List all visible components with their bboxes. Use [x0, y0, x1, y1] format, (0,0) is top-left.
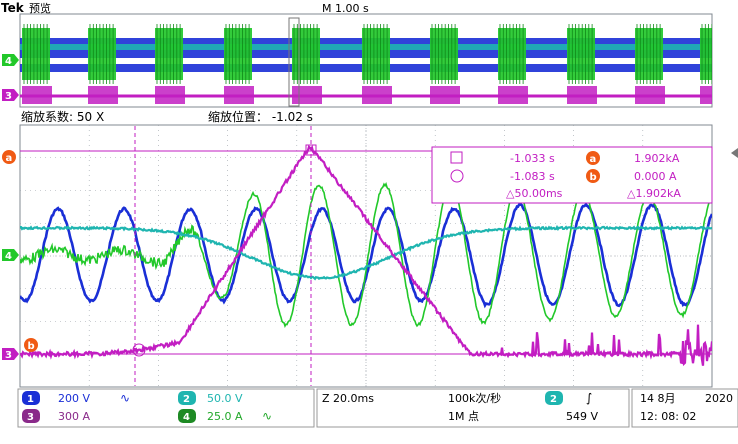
year-label: 2020 [705, 392, 733, 405]
overview-ch4-burst [362, 28, 390, 80]
ch1-scale: 200 V [58, 392, 90, 405]
overview-ch4-burst [22, 28, 50, 80]
overview-ch3-burst [224, 86, 254, 104]
overview-ch4-burst [155, 28, 183, 80]
cursor-a-value: 1.902kA [634, 152, 680, 165]
cursor-t2-value: -1.083 s [510, 170, 555, 183]
overview-ch3-burst [635, 86, 665, 104]
overview-ch4-burst [700, 28, 712, 80]
svg-text:4: 4 [5, 56, 12, 67]
overview-ch3-marker[interactable]: 3 [2, 89, 19, 102]
overview-ch4-burst [430, 28, 458, 80]
overview-ch3-burst [498, 86, 528, 104]
cursor2-circle-icon [450, 169, 464, 183]
svg-text:3: 3 [5, 350, 12, 361]
overview-ch3-burst [22, 86, 52, 104]
svg-text:b: b [28, 341, 35, 352]
cursor-a-badge-icon [586, 151, 600, 165]
svg-text:3: 3 [27, 412, 34, 423]
cursor-circle-marker [132, 343, 146, 357]
date-label: 14 8月 [640, 392, 676, 405]
ch4-scale: 25.0 A [207, 410, 243, 423]
svg-text:b: b [590, 172, 597, 183]
svg-text:2: 2 [183, 394, 190, 405]
overview-traces [20, 24, 712, 104]
trigger-status[interactable]: 2 ∫ 549 V [545, 391, 598, 423]
zoom-window-box[interactable] [288, 17, 300, 107]
cursor-readout-box: -1.033 s a 1.902kA -1.083 s b 0.000 A △5… [431, 146, 713, 204]
ch4-ac-coupling-icon: ∿ [262, 409, 272, 423]
overview-ch3-burst [567, 86, 597, 104]
time-label: 12: 08: 02 [640, 410, 696, 423]
ch4-trace [20, 182, 712, 329]
overview-ch3-burst [292, 86, 322, 104]
cursor1-square-icon [450, 151, 463, 164]
ch2-trace [20, 224, 712, 281]
overview-ch3-burst [88, 86, 118, 104]
ref-a-marker[interactable]: a [2, 150, 16, 164]
ch2-scale: 50.0 V [207, 392, 243, 405]
cursor-t1-value: -1.033 s [510, 152, 555, 165]
sample-rate[interactable]: 100k次/秒 [448, 391, 501, 405]
ch3-status[interactable]: 3 300 A [22, 409, 90, 423]
zoom-factor-label: 缩放系数: 50 X [21, 109, 104, 124]
overview-ch4-burst [635, 28, 663, 80]
svg-text:a: a [590, 154, 597, 165]
main-ch4-marker[interactable]: 4 [2, 249, 19, 262]
trigger-level: 549 V [566, 410, 598, 423]
main-ch3-marker[interactable]: 3 [2, 348, 19, 361]
overview-ch4-marker[interactable]: 4 [2, 54, 19, 67]
cursor-b-value: 0.000 A [634, 170, 677, 183]
overview-ch4-burst [292, 28, 320, 80]
overview-ch4-burst [88, 28, 116, 80]
ch4-status[interactable]: 4 25.0 A ∿ [178, 409, 272, 423]
svg-text:3: 3 [5, 91, 12, 102]
record-length[interactable]: 1M 点 [448, 410, 479, 423]
ch1-ac-coupling-icon: ∿ [120, 391, 130, 405]
overview-ch3-burst [700, 86, 712, 104]
svg-text:a: a [6, 153, 13, 164]
brand-label: Tek [1, 1, 25, 15]
status-bar: 1 200 V ∿ 2 50.0 V 3 300 A 4 25.0 A ∿ Z … [17, 388, 738, 428]
svg-text:4: 4 [183, 412, 190, 423]
cursor-delta-time: △50.00ms [506, 187, 563, 200]
ch3-scale: 300 A [58, 410, 90, 423]
right-edge-indicator-icon [731, 148, 738, 158]
overview-ch3-burst [362, 86, 392, 104]
svg-text:4: 4 [5, 251, 12, 262]
ch1-status[interactable]: 1 200 V ∿ [22, 391, 130, 405]
overview-ch4-burst [224, 28, 252, 80]
cursor-delta-value: △1.902kA [627, 187, 681, 200]
svg-text:2: 2 [550, 394, 557, 405]
cursor-square-marker [305, 144, 317, 156]
svg-text:1: 1 [27, 394, 34, 405]
horizontal-scale[interactable]: Z 20.0ms [322, 392, 374, 405]
ref-b-marker[interactable]: b [24, 338, 38, 352]
overview-ch3-burst [430, 86, 460, 104]
cursor-b-badge-icon [586, 169, 600, 183]
overview-ch4-burst [567, 28, 595, 80]
trigger-rising-edge-icon: ∫ [586, 391, 592, 405]
timebase-label: M 1.00 s [322, 2, 369, 15]
overview-ch3-burst [155, 86, 185, 104]
overview-ch4-burst [498, 28, 526, 80]
mode-label: 预览 [29, 1, 51, 15]
ch2-status[interactable]: 2 50.0 V [178, 391, 243, 405]
zoom-position-label: 缩放位置： -1.02 s [208, 109, 313, 124]
